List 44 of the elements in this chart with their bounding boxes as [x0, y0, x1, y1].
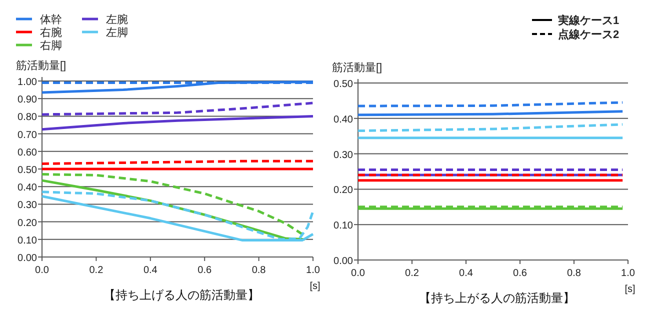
x-tick-label: 0.4	[459, 268, 474, 279]
y-tick-label: 1.00	[18, 77, 38, 88]
x-tick-label: 0.4	[143, 265, 158, 276]
legend-label: 体幹	[40, 13, 62, 26]
legend-label: 左腕	[106, 13, 128, 26]
x-tick-label: 0.6	[198, 265, 212, 276]
legend-label: 右腕	[40, 26, 62, 39]
y-tick-label: 0.20	[18, 218, 38, 229]
y-tick-label: 0.50	[334, 79, 354, 90]
text: 【持ち上げる人の筋活動量】	[104, 288, 260, 302]
y-tick-label: 0.90	[18, 94, 38, 106]
legend-label: 右脚	[40, 40, 62, 52]
x-tick-label: 1.0	[306, 265, 320, 276]
line-series	[40, 114, 314, 131]
y-tick-label: 0.50	[18, 165, 38, 176]
x-tick-label: 0.8	[567, 268, 582, 279]
legend-label: 左脚	[106, 27, 128, 39]
y-tick-label: 0.70	[18, 130, 38, 141]
text: 実線ケース1	[557, 14, 620, 27]
y-tick-label: 0.10	[18, 235, 38, 246]
y-tick-label: 0.30	[334, 150, 354, 161]
x-tick-label: 0.2	[89, 265, 104, 276]
text: 【持ち上がる人の筋活動量】	[419, 291, 575, 305]
y-axis-title: 筋活動量[]	[16, 60, 66, 72]
x-axis-title: [s]	[310, 281, 320, 292]
x-axis-title: [s]	[624, 284, 636, 295]
y-tick-label: 0.00	[334, 256, 354, 267]
y-axis-title: 筋活動量[]	[332, 62, 382, 74]
y-tick-label: 0.40	[18, 182, 38, 194]
x-tick-label: 0.6	[513, 268, 528, 279]
y-tick-label: 0.40	[334, 114, 354, 126]
x-tick-label: 0.0	[35, 265, 50, 276]
y-tick-label: 0.60	[18, 147, 38, 158]
y-tick-label: 0.10	[334, 220, 354, 232]
y-tick-label: 0.30	[18, 200, 38, 212]
line-series	[40, 102, 314, 116]
x-tick-label: 1.0	[621, 268, 636, 279]
y-tick-label: 0.80	[18, 112, 38, 124]
text: 点線ケース2	[558, 28, 620, 41]
x-tick-label: 0.8	[252, 265, 266, 276]
y-tick-label: 0.20	[334, 185, 354, 196]
x-tick-label: 0.0	[351, 268, 366, 279]
x-tick-label: 0.2	[405, 268, 420, 279]
y-tick-label: 0.00	[18, 253, 38, 264]
